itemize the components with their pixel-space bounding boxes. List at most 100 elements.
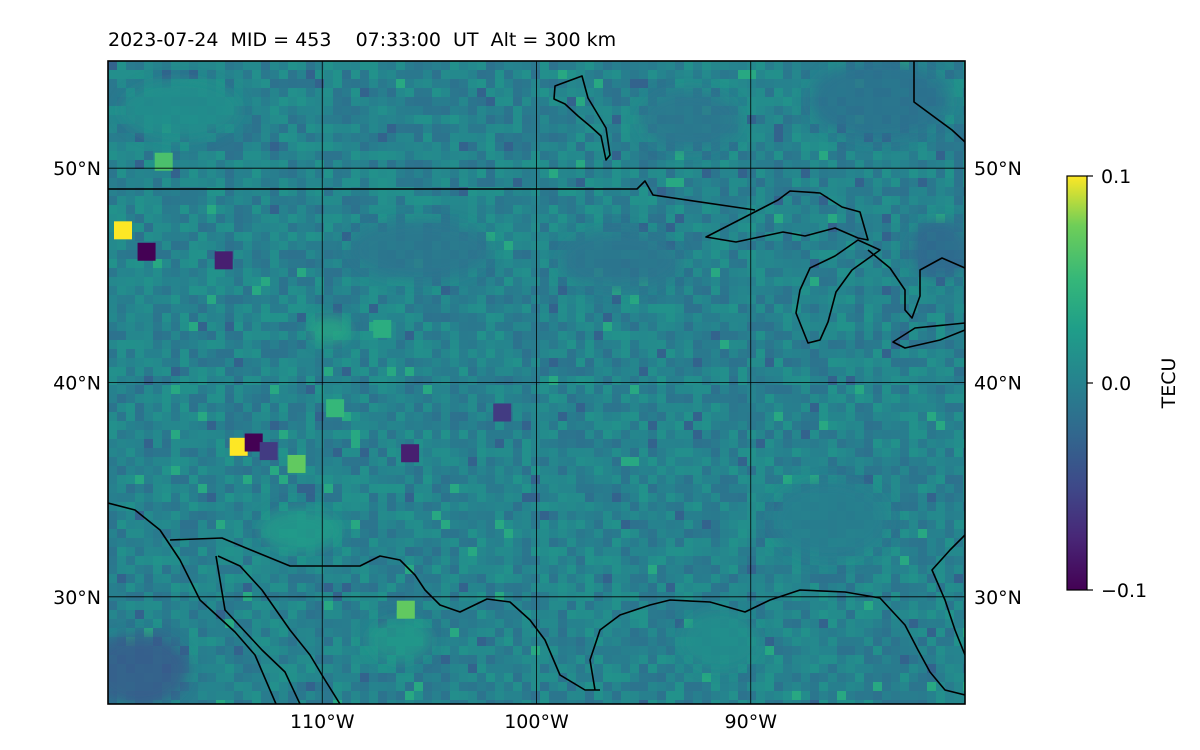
tec-cell [765,358,775,368]
tec-cell [306,97,316,107]
tec-cell [378,520,388,530]
tec-cell [216,151,226,161]
tec-cell [522,232,532,242]
tec-cell [567,493,577,503]
tec-cell [144,268,154,278]
tec-cell [333,286,343,296]
tec-cell [270,367,280,377]
tec-cell [387,160,397,170]
tec-cell [387,196,397,206]
tec-cell [144,187,154,197]
tec-cell [792,250,802,260]
tec-cell [837,457,847,467]
tec-cell [855,151,865,161]
tec-cell [162,304,172,314]
tec-cell [936,331,946,341]
tec-cell [612,70,622,80]
tec-cell [180,502,190,512]
tec-cell [378,394,388,404]
tec-cell [270,151,280,161]
tec-cell [306,250,316,260]
tec-cell [873,358,883,368]
tec-cell [855,394,865,404]
tec-cell [252,169,262,179]
tec-cell [126,358,136,368]
tec-cell [306,457,316,467]
tec-cell [450,340,460,350]
tec-cell [225,457,235,467]
tec-cell [369,430,379,440]
tec-cell [315,448,325,458]
tec-cell [909,385,919,395]
tec-cell [180,376,190,386]
tec-cell [711,340,721,350]
tec-cell [837,322,847,332]
tec-cell [891,214,901,224]
tec-cell [783,79,793,89]
tec-cell [684,322,694,332]
tec-cell [711,241,721,251]
tec-cell [882,331,892,341]
tec-cell [747,421,757,431]
tec-cell [522,466,532,476]
tec-cell [855,457,865,467]
tec-cell [459,304,469,314]
tec-cell [513,160,523,170]
tec-cell [639,133,649,143]
tec-cell [432,97,442,107]
tec-cell [666,340,676,350]
tec-cell [180,169,190,179]
tec-cell [459,448,469,458]
tec-cell [135,421,145,431]
tec-cell [756,484,766,494]
tec-cell [693,331,703,341]
tec-cell [846,385,856,395]
tec-cell [288,439,298,449]
tec-cell [747,178,757,188]
tec-cell [567,412,577,422]
tec-cell [630,61,640,71]
tec-cell [261,160,271,170]
tec-cell [243,457,253,467]
tec-cell [315,493,325,503]
tec-cell [531,304,541,314]
title-date: 2023-07-24 [108,29,219,51]
tec-cell [468,457,478,467]
tec-cell [261,88,271,98]
tec-cell [648,430,658,440]
tec-cell [711,412,721,422]
tec-cell [225,196,235,206]
tec-cell [576,214,586,224]
tec-cell [711,484,721,494]
tec-cell [675,484,685,494]
tec-cell [342,421,352,431]
tec-cell [918,394,928,404]
tec-cell [432,70,442,80]
tec-cell [135,439,145,449]
tec-cell [189,268,199,278]
tec-cell [846,160,856,170]
tec-cell [567,322,577,332]
tec-cell [423,385,433,395]
tec-cell [459,142,469,152]
tec-cell [234,115,244,125]
tec-cell [936,484,946,494]
tec-cell [963,115,965,125]
tec-cell [846,475,856,485]
tec-cell [657,322,667,332]
tec-cell [270,313,280,323]
tec-cell [513,124,523,134]
tec-cell [819,448,829,458]
tec-cell [711,250,721,260]
tec-cell [441,205,451,215]
tec-cell [864,304,874,314]
tec-cell [306,376,316,386]
tec-cell [387,187,397,197]
tec-cell [855,295,865,305]
tec-cell [351,430,361,440]
tec-cell [126,349,136,359]
tec-cell [297,430,307,440]
tec-cell [729,421,739,431]
tec-cell [513,430,523,440]
tec-cell [621,439,631,449]
